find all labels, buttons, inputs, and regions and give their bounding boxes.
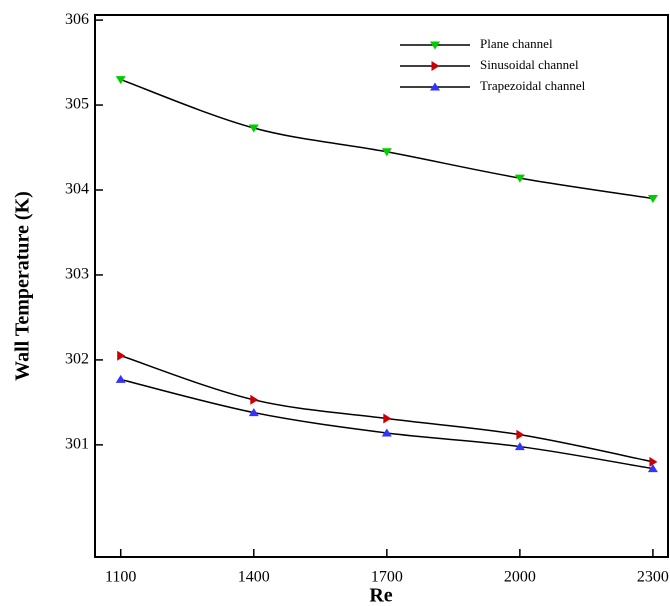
x-tick-label: 1100 (105, 569, 136, 586)
legend-marker (430, 41, 440, 50)
marker (514, 174, 525, 183)
plot-frame (94, 14, 669, 558)
x-tick-label: 2300 (637, 569, 669, 586)
marker (516, 429, 525, 440)
y-axis-label: Wall Temperature (K) (12, 191, 34, 381)
marker (117, 350, 126, 361)
legend-marker (430, 82, 440, 91)
x-axis-label: Re (369, 585, 392, 606)
marker (115, 76, 126, 85)
y-tick-label: 306 (65, 11, 89, 28)
marker (115, 374, 126, 383)
series-line (120, 378, 654, 470)
marker (381, 148, 392, 157)
series-line (120, 78, 654, 200)
series-line (120, 354, 654, 463)
marker (647, 195, 658, 203)
marker (248, 408, 259, 417)
legend-label: Trapezoidal channel (480, 78, 586, 93)
legend-marker (431, 61, 440, 71)
marker (383, 413, 392, 424)
marker (381, 428, 392, 437)
x-tick-label: 1400 (238, 569, 270, 586)
y-tick-label: 303 (65, 266, 89, 283)
y-tick-label: 304 (65, 181, 89, 198)
legend-label: Sinusoidal channel (480, 57, 579, 72)
marker (647, 464, 658, 473)
y-tick-label: 305 (65, 96, 89, 113)
x-tick-label: 1700 (371, 569, 403, 586)
y-tick-label: 302 (65, 351, 89, 368)
marker (514, 442, 525, 451)
marker (248, 124, 259, 133)
marker (250, 394, 259, 405)
marker (649, 456, 658, 467)
x-tick-label: 2000 (504, 569, 536, 586)
legend-label: Plane channel (480, 36, 553, 51)
y-tick-label: 301 (65, 436, 89, 453)
